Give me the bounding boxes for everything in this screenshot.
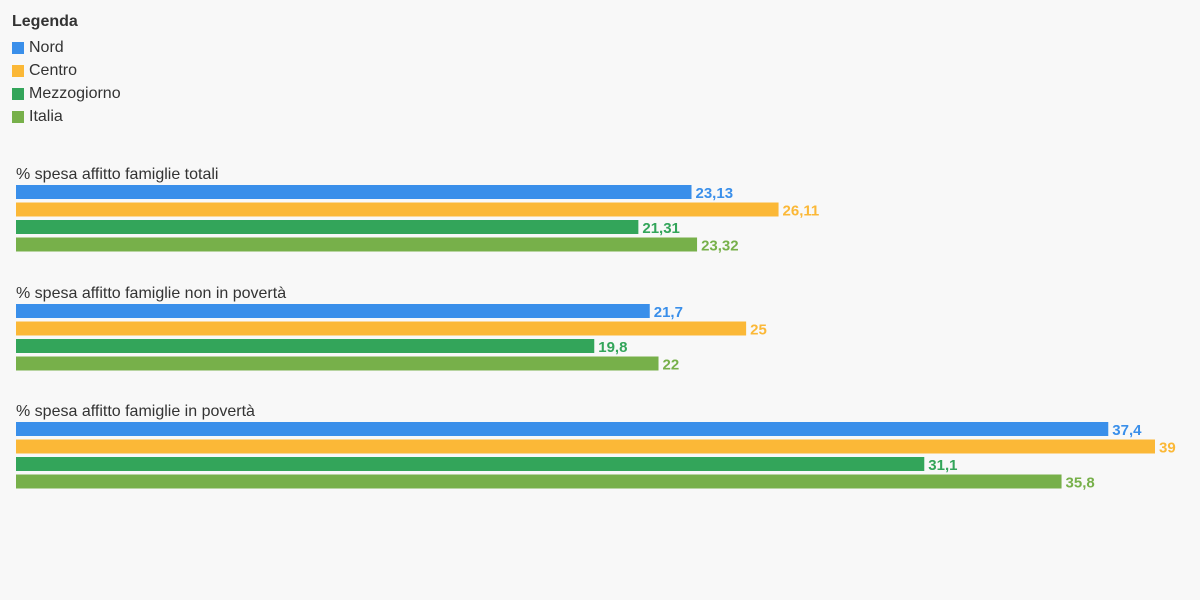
legend-label-italia: Italia	[29, 107, 63, 125]
bar-centro-3	[16, 439, 1155, 454]
legend-label-nord: Nord	[29, 38, 64, 56]
bar-italia-3	[16, 474, 1062, 489]
data-label-nord-3: 37,4	[1112, 422, 1142, 439]
legend-item-italia: Italia	[12, 105, 121, 128]
data-label-mezzogiorno-1: 21,31	[642, 220, 680, 237]
bar-nord-3	[16, 422, 1109, 436]
bar-italia-1	[16, 237, 698, 252]
data-label-centro-2: 25	[750, 322, 767, 339]
legend-label-mezzogiorno: Mezzogiorno	[29, 84, 121, 102]
data-label-italia-3: 35,8	[1066, 475, 1095, 492]
bar-mezzogiorno-1	[16, 220, 639, 234]
legend-item-nord: Nord	[12, 36, 121, 59]
data-label-centro-3: 39	[1159, 440, 1176, 457]
data-label-italia-1: 23,32	[701, 238, 739, 255]
bar-centro-1	[16, 202, 779, 217]
data-label-mezzogiorno-3: 31,1	[928, 457, 957, 474]
bar-mezzogiorno-3	[16, 457, 925, 471]
legend-swatch-nord	[12, 41, 24, 54]
legend-swatch-italia	[12, 110, 24, 123]
legend-title: Legenda	[12, 13, 78, 30]
legend: Legenda Nord Centro Mezzogiorno Italia	[12, 12, 121, 128]
legend-swatch-centro	[12, 64, 24, 77]
bar-mezzogiorno-2	[16, 339, 595, 353]
legend-item-mezzogiorno: Mezzogiorno	[12, 82, 121, 105]
legend-item-centro: Centro	[12, 59, 121, 82]
bar-nord-2	[16, 304, 650, 318]
data-label-mezzogiorno-2: 19,8	[598, 339, 627, 356]
data-label-nord-2: 21,7	[654, 304, 683, 321]
category-label-1: % spesa affitto famiglie totali	[16, 166, 218, 183]
category-label-3: % spesa affitto famiglie in povertà	[16, 403, 255, 420]
bar-italia-2	[16, 356, 659, 371]
category-label-2: % spesa affitto famiglie non in povertà	[16, 285, 286, 302]
legend-label-centro: Centro	[29, 61, 78, 79]
bar-nord-1	[16, 185, 692, 199]
bar-centro-2	[16, 321, 747, 336]
data-label-nord-1: 23,13	[696, 185, 734, 202]
data-label-italia-2: 22	[663, 357, 680, 374]
data-label-centro-1: 26,11	[783, 203, 820, 220]
legend-swatch-mezzogiorno	[12, 87, 24, 100]
